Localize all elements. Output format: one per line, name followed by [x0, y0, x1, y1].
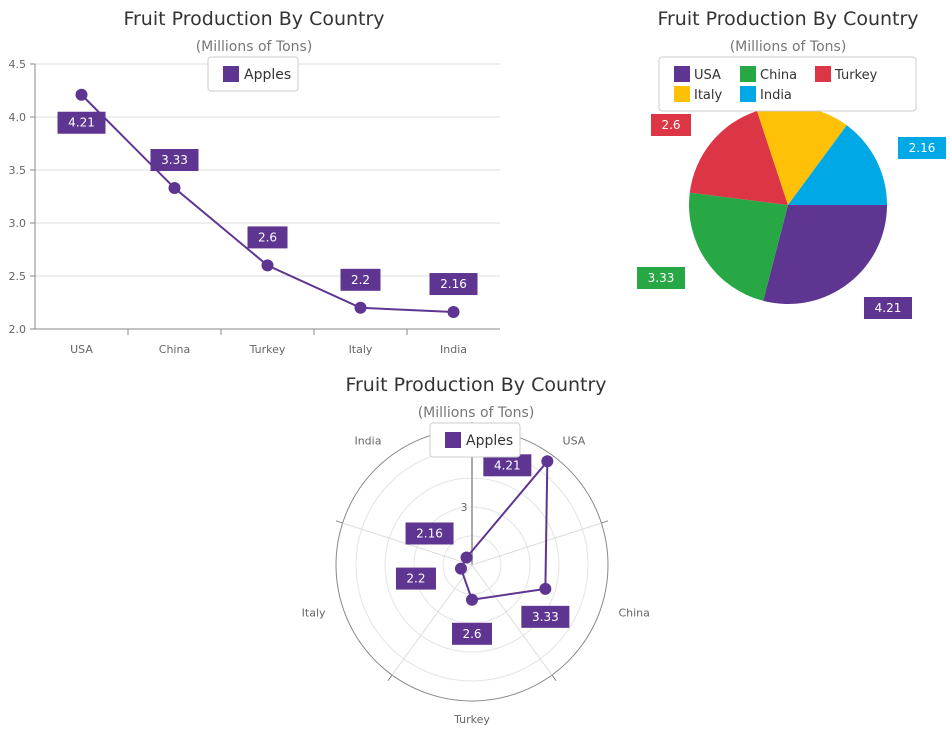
- data-label-box: [651, 114, 691, 136]
- series-line: [80, 94, 454, 314]
- radial-line: [471, 564, 553, 676]
- data-label-box: [150, 149, 199, 172]
- data-label: 4.21: [494, 458, 521, 472]
- data-label: 3.33: [161, 153, 188, 167]
- legend-label: Turkey: [834, 68, 878, 83]
- data-label: 4.21: [875, 301, 902, 315]
- polar-tick: [335, 520, 343, 524]
- data-label-box: [483, 454, 532, 477]
- pie-slice-turkey: [689, 110, 788, 205]
- category-label: USA: [563, 434, 586, 447]
- y-tick-label: 3.5: [9, 164, 27, 177]
- data-point: [460, 551, 473, 564]
- chart-title: Fruit Production By Country: [657, 8, 918, 30]
- data-label: 2.6: [258, 230, 277, 244]
- data-label: 2.16: [416, 526, 443, 540]
- data-label-box: [429, 273, 478, 296]
- data-label: 2.6: [462, 627, 481, 641]
- y-tick-label: 2.5: [9, 270, 27, 283]
- y-tick-label: 3.0: [9, 217, 27, 230]
- legend-swatch: [740, 66, 756, 82]
- data-point: [168, 182, 181, 195]
- category-label: India: [354, 434, 381, 447]
- chart-title: Fruit Production By Country: [345, 374, 606, 396]
- data-point: [354, 301, 367, 314]
- data-label: 3.33: [532, 610, 559, 624]
- polar-tick: [601, 520, 609, 524]
- legend-label: China: [760, 68, 797, 83]
- legend-label: Apples: [244, 67, 291, 83]
- data-point: [539, 582, 552, 595]
- data-label-box: [57, 111, 106, 134]
- x-tick-label: India: [440, 343, 467, 356]
- data-label-box: [395, 567, 436, 590]
- pie-slice-usa: [763, 205, 887, 304]
- data-label-box: [864, 297, 912, 319]
- legend: [207, 56, 299, 92]
- data-label-box: [637, 267, 685, 289]
- y-tick-label: 2.0: [9, 323, 27, 336]
- legend: [429, 422, 521, 458]
- x-tick-label: Turkey: [249, 343, 286, 356]
- legend-swatch: [223, 66, 239, 82]
- chart-subtitle: (Millions of Tons): [418, 405, 535, 421]
- data-label: 2.16: [440, 277, 467, 291]
- legend: [658, 56, 917, 112]
- r-tick-label: 3: [461, 501, 468, 514]
- data-point: [541, 455, 554, 468]
- data-label: 2.16: [909, 141, 936, 155]
- data-label: 2.2: [351, 273, 370, 287]
- radial-line: [471, 522, 602, 566]
- data-point: [466, 593, 478, 606]
- data-label: 3.33: [648, 271, 675, 285]
- x-tick-label: USA: [70, 343, 93, 356]
- legend-label: Italy: [694, 88, 723, 103]
- polar-tick: [387, 674, 393, 681]
- y-tick-label: 4.5: [9, 58, 27, 71]
- data-label: 4.21: [68, 116, 95, 130]
- data-label: 2.6: [661, 118, 680, 132]
- y-tick-label: 4.0: [9, 111, 27, 124]
- series-line: [459, 458, 549, 601]
- data-label-box: [340, 268, 381, 291]
- chart-subtitle: (Millions of Tons): [730, 39, 847, 55]
- chart-subtitle: (Millions of Tons): [196, 39, 313, 55]
- data-label-box: [898, 137, 946, 159]
- legend-swatch: [674, 66, 690, 82]
- legend-label: USA: [694, 68, 721, 83]
- data-label-box: [247, 226, 288, 249]
- chart-title: Fruit Production By Country: [123, 8, 384, 30]
- data-label-box: [521, 605, 570, 628]
- category-label: Turkey: [453, 713, 490, 726]
- radial-line: [391, 564, 473, 676]
- data-point: [261, 259, 274, 272]
- pie-slice-china: [689, 192, 788, 301]
- polar-tick: [551, 674, 557, 681]
- data-label: 2.2: [406, 572, 425, 586]
- legend-swatch: [815, 66, 831, 82]
- x-tick-label: China: [159, 343, 190, 356]
- pie-slice-italy: [756, 105, 847, 205]
- legend-swatch: [740, 86, 756, 102]
- legend-label: India: [760, 88, 792, 103]
- data-point: [454, 562, 467, 575]
- category-label: China: [618, 607, 649, 620]
- data-label-box: [405, 522, 454, 545]
- category-label: Italy: [302, 607, 326, 620]
- x-tick-label: Italy: [349, 343, 373, 356]
- pie-slice-india: [788, 125, 887, 205]
- data-point: [447, 306, 460, 319]
- legend-swatch: [674, 86, 690, 102]
- legend-swatch: [445, 432, 461, 448]
- data-point: [75, 88, 88, 101]
- legend-label: Apples: [466, 433, 513, 449]
- data-label-box: [452, 622, 492, 645]
